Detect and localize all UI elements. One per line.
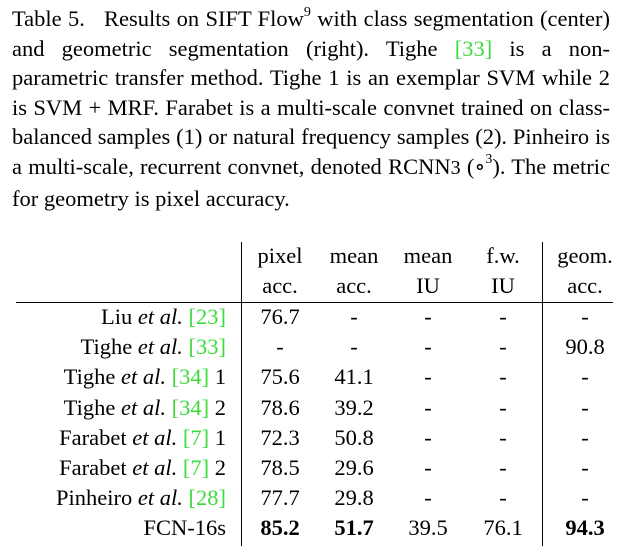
method-name: Liu xyxy=(101,304,133,329)
citation-link[interactable]: [7] xyxy=(182,455,210,480)
table-cell: - xyxy=(350,334,358,360)
table-cell: - xyxy=(424,364,432,390)
row-label: Farabet et al. [7] 1 xyxy=(59,424,226,452)
table-cell: - xyxy=(581,455,589,480)
method-name: Tighe xyxy=(80,334,133,360)
et-al: et al. xyxy=(121,394,166,420)
table-cell: 75.6 xyxy=(260,364,300,390)
et-al: et al. xyxy=(132,455,178,480)
method-name: Farabet xyxy=(59,424,127,450)
table-cell: 72.3 xyxy=(260,424,300,450)
variant-number: 1 xyxy=(214,364,226,390)
table-cell: 94.3 xyxy=(565,515,605,541)
method-name: Tighe xyxy=(63,364,116,390)
geometry-divider xyxy=(542,242,543,546)
table-cell: - xyxy=(581,394,589,420)
citation-link[interactable]: [28] xyxy=(188,485,227,511)
table-cell: - xyxy=(424,304,432,329)
variant-number: 2 xyxy=(214,455,226,480)
citation-link[interactable]: [23] xyxy=(188,304,227,329)
rcnn-term: RCNN xyxy=(388,153,451,179)
method-name: Tighe xyxy=(63,394,116,420)
table-cell: - xyxy=(276,334,284,360)
table-cell: 85.2 xyxy=(260,515,300,541)
row-label: Tighe et al. [34] 2 xyxy=(64,394,226,422)
citation-link[interactable]: [33] xyxy=(454,35,493,61)
column-header: f.w. xyxy=(486,243,520,268)
column-header: mean xyxy=(403,243,453,268)
table-cell: 76.7 xyxy=(260,304,300,329)
citation-link[interactable]: [33] xyxy=(188,334,227,360)
table-cell: - xyxy=(499,364,507,390)
column-header: IU xyxy=(491,273,515,298)
table-cell: - xyxy=(350,304,358,329)
variant-number: 1 xyxy=(214,424,226,450)
table-cell: - xyxy=(424,394,432,420)
row-label-divider xyxy=(241,242,242,546)
table-cell: 50.8 xyxy=(334,424,374,450)
row-label: Pinheiro et al. [28] xyxy=(56,484,226,512)
table-cell: 41.1 xyxy=(334,364,374,390)
table-cell: 39.5 xyxy=(408,515,448,541)
table-cell: - xyxy=(499,304,507,329)
table-cell: 78.5 xyxy=(260,455,300,480)
table-cell: - xyxy=(581,304,589,329)
caption-title: Results on SIFT Flow xyxy=(103,6,304,31)
column-header: acc. xyxy=(567,273,603,298)
table-caption: Table 5. Results on SIFT Flow9 with clas… xyxy=(12,4,610,211)
table-cell: 39.2 xyxy=(334,394,374,420)
column-header: mean xyxy=(329,243,379,268)
variant-number: 2 xyxy=(214,394,226,420)
et-al: et al. xyxy=(137,304,183,329)
column-header: pixel xyxy=(257,243,303,268)
table-cell: - xyxy=(499,424,507,450)
table-cell: - xyxy=(581,485,589,511)
table-cell: 77.7 xyxy=(260,485,300,511)
table-cell: - xyxy=(499,394,507,420)
table-cell: - xyxy=(581,364,589,390)
row-label: Tighe et al. [34] 1 xyxy=(64,363,226,391)
table-cell: 29.8 xyxy=(334,485,374,511)
column-header: acc. xyxy=(262,273,298,298)
table-cell: - xyxy=(424,334,432,360)
et-al: et al. xyxy=(132,424,178,450)
citation-link[interactable]: [7] xyxy=(182,424,210,450)
table-cell: - xyxy=(499,334,507,360)
row-label: Liu et al. [23] xyxy=(101,303,226,331)
et-al: et al. xyxy=(121,364,166,390)
row-label: FCN-16s xyxy=(143,514,226,542)
column-header: geom. xyxy=(557,243,613,268)
et-al: et al. xyxy=(137,485,183,511)
method-name: Farabet xyxy=(59,455,127,480)
citation-link[interactable]: [34] xyxy=(171,364,210,390)
table-cell: - xyxy=(499,455,507,480)
table-cell: - xyxy=(581,424,589,450)
header-rule xyxy=(16,302,613,303)
column-header: acc. xyxy=(336,273,372,298)
table-cell: 78.6 xyxy=(260,394,300,420)
row-label: Farabet et al. [7] 2 xyxy=(59,454,226,482)
table-cell: 90.8 xyxy=(565,334,605,360)
table-cell: - xyxy=(424,485,432,511)
table-cell: 76.1 xyxy=(483,515,523,541)
column-header: IU xyxy=(416,273,440,298)
footnote-mark: 9 xyxy=(303,4,311,20)
method-name: FCN-16s xyxy=(143,515,226,541)
table-cell: - xyxy=(499,485,507,511)
et-al: et al. xyxy=(137,334,183,360)
citation-link[interactable]: [34] xyxy=(171,394,210,420)
table-cell: 29.6 xyxy=(334,455,374,480)
caption-label: Table 5. xyxy=(12,6,85,31)
table-cell: 51.7 xyxy=(334,515,374,541)
table-cell: - xyxy=(424,455,432,480)
row-label: Tighe et al. [33] xyxy=(81,333,226,361)
method-name: Pinheiro xyxy=(56,485,133,511)
table-cell: - xyxy=(424,424,432,450)
